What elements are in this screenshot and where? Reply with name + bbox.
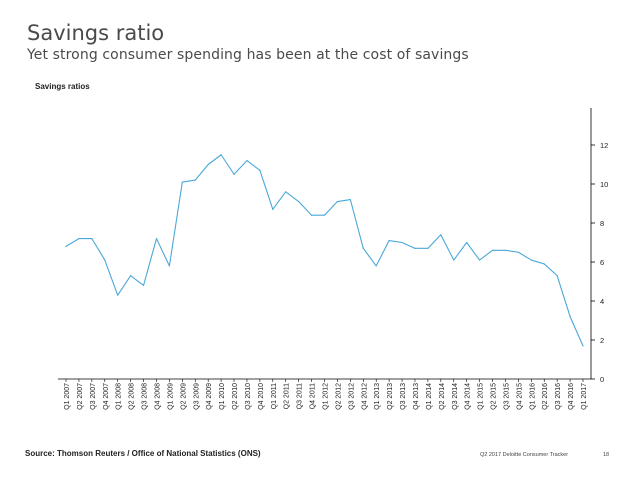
x-tick-label: Q1 2012 <box>323 383 330 410</box>
data-point <box>91 238 93 240</box>
data-point <box>517 251 519 253</box>
page-subtitle: Yet strong consumer spending has been at… <box>27 47 469 63</box>
x-tick-label: Q2 2012 <box>335 383 342 410</box>
data-point <box>168 265 170 267</box>
data-point <box>491 249 494 251</box>
x-tick-label: Q3 2015 <box>503 383 510 410</box>
y-tick-label: 0 <box>600 375 604 384</box>
y-tick-label: 4 <box>600 297 604 306</box>
x-tick-label: Q3 2007 <box>90 383 97 410</box>
x-tick-label: Q1 2009 <box>167 383 174 410</box>
data-point <box>388 239 390 242</box>
x-tick-label: Q1 2016 <box>529 383 536 410</box>
x-tick-label: Q2 2014 <box>439 383 446 410</box>
data-point <box>556 275 558 277</box>
footer-tracker-label: Q2 2017 Deloitte Consumer Tracker <box>480 452 569 458</box>
x-tick-label: Q4 2015 <box>516 383 523 410</box>
data-point <box>155 238 158 240</box>
y-tick-label: 12 <box>600 141 608 150</box>
x-tick-label: Q1 2017 <box>581 383 588 410</box>
x-tick-label: Q1 2011 <box>271 383 278 409</box>
x-tick-label: Q2 2011 <box>284 383 291 409</box>
x-tick-label: Q1 2010 <box>219 383 226 410</box>
data-point <box>401 241 403 244</box>
data-point <box>323 214 326 216</box>
y-tick-label: 6 <box>600 258 604 267</box>
x-tick-label: Q2 2009 <box>180 383 187 410</box>
data-point <box>362 247 364 249</box>
x-tick-label: Q2 2007 <box>77 383 84 410</box>
x-tick-label: Q2 2010 <box>232 383 239 410</box>
data-point <box>207 163 209 166</box>
page-title: Savings ratio <box>27 21 165 45</box>
x-tick-label: Q4 2011 <box>310 383 317 409</box>
x-tick-label: Q4 2007 <box>103 383 110 410</box>
data-point <box>78 238 80 240</box>
x-tick-label: Q4 2010 <box>258 383 265 410</box>
y-tick-label: 10 <box>600 180 608 189</box>
data-point <box>375 265 377 267</box>
data-point <box>220 154 222 156</box>
x-tick-label: Q4 2014 <box>465 383 472 410</box>
source-note: Source: Thomson Reuters / Office of Nati… <box>25 449 261 458</box>
x-tick-label: Q2 2008 <box>129 383 136 410</box>
data-point <box>142 284 145 286</box>
x-tick-label: Q1 2008 <box>116 383 123 410</box>
data-point <box>233 173 235 175</box>
chart-title: Savings ratios <box>35 82 90 91</box>
x-tick-label: Q2 2013 <box>387 383 394 410</box>
data-point <box>414 247 416 249</box>
x-tick-label: Q4 2008 <box>154 383 161 410</box>
x-tick-label: Q3 2009 <box>193 383 200 410</box>
data-point <box>259 169 261 171</box>
x-tick-label: Q1 2013 <box>374 383 381 410</box>
y-tick-label: 2 <box>600 336 604 345</box>
data-point <box>569 316 571 318</box>
x-tick-label: Q1 2007 <box>64 383 71 410</box>
data-point <box>543 263 545 265</box>
x-tick-label: Q3 2012 <box>348 383 355 410</box>
data-point <box>427 247 429 249</box>
data-point <box>440 234 442 236</box>
data-point <box>582 345 584 347</box>
data-point <box>194 179 196 181</box>
x-tick-label: Q2 2016 <box>542 383 549 410</box>
data-point <box>272 208 274 210</box>
data-point <box>466 241 468 244</box>
data-point <box>298 200 300 203</box>
x-tick-label: Q4 2013 <box>413 383 420 410</box>
x-tick-label: Q4 2009 <box>206 383 213 410</box>
data-point <box>246 160 248 162</box>
x-tick-label: Q4 2016 <box>568 383 575 410</box>
data-point <box>349 199 351 201</box>
data-point <box>479 259 481 261</box>
data-point <box>285 191 287 193</box>
x-tick-label: Q3 2008 <box>142 383 149 410</box>
data-point <box>453 259 455 261</box>
data-point <box>336 200 339 203</box>
x-tick-label: Q3 2014 <box>452 383 459 410</box>
data-point <box>117 294 119 296</box>
x-tick-label: Q2 2015 <box>491 383 498 410</box>
x-tick-label: Q1 2014 <box>426 383 433 410</box>
page-number: 18 <box>603 452 610 458</box>
x-tick-label: Q1 2015 <box>478 383 485 410</box>
data-point <box>104 259 106 261</box>
x-tick-label: Q3 2010 <box>245 383 252 410</box>
data-point <box>65 245 67 247</box>
x-tick-label: Q4 2012 <box>361 383 368 410</box>
x-tick-label: Q3 2013 <box>400 383 407 410</box>
data-point <box>310 214 313 216</box>
y-tick-label: 8 <box>600 219 604 228</box>
data-point <box>504 249 507 251</box>
data-point <box>130 275 132 277</box>
data-point <box>530 259 532 261</box>
x-tick-label: Q3 2016 <box>555 383 562 410</box>
x-tick-label: Q3 2011 <box>297 383 304 409</box>
data-point <box>181 181 183 183</box>
